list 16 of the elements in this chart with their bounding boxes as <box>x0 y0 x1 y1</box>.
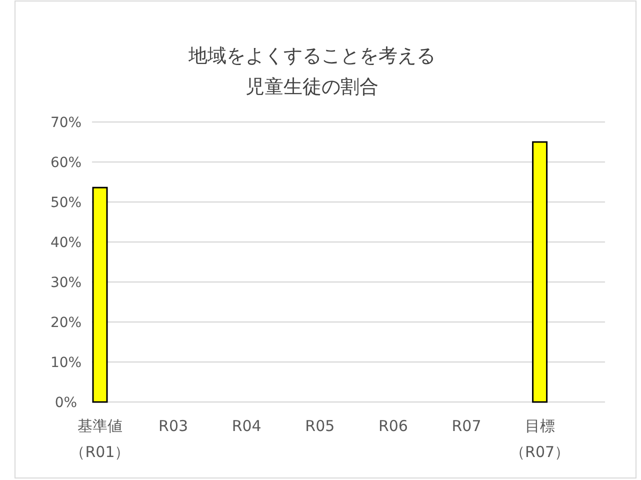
x-tick-label: 基準値（R01） <box>70 417 130 461</box>
x-tick-label: R04 <box>232 417 262 435</box>
y-tick-label: 60% <box>50 155 82 171</box>
y-tick-label: 50% <box>50 195 82 211</box>
y-tick-label: 30% <box>50 275 82 291</box>
x-tick-label: 目標（R07） <box>510 417 570 461</box>
y-tick-label: 10% <box>50 355 82 371</box>
y-tick-label: 0% <box>54 395 78 411</box>
chart-title: 地域をよくすることを考える児童生徒の割合 <box>188 45 436 98</box>
x-tick-label: R06 <box>378 417 408 435</box>
y-tick-label: 20% <box>50 315 82 331</box>
x-tick-label: R03 <box>158 417 188 435</box>
y-tick-label: 40% <box>50 235 82 251</box>
y-tick-label: 70% <box>50 115 82 131</box>
x-tick-label: R05 <box>305 417 335 435</box>
x-tick-label: R07 <box>452 417 482 435</box>
